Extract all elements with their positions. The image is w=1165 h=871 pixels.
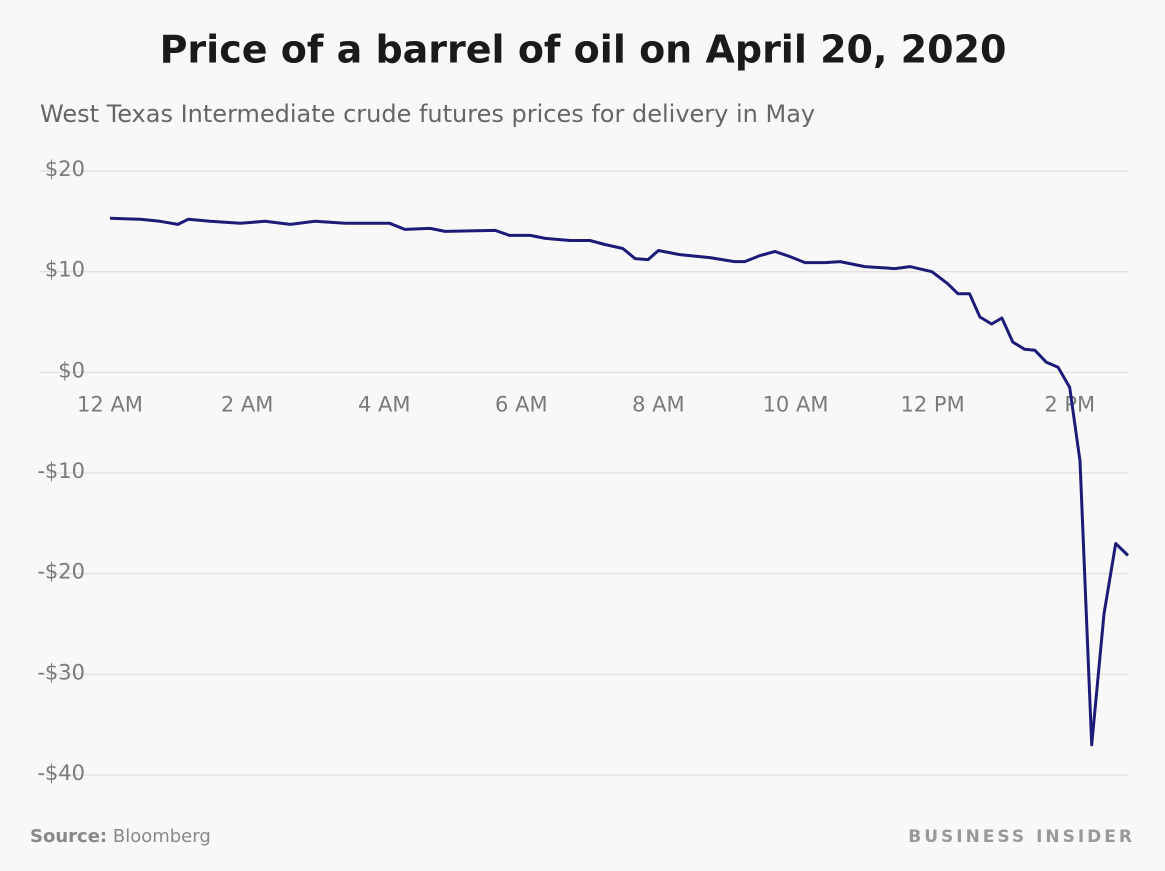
x-tick-label: 12 AM xyxy=(77,392,143,416)
source-label: Source: xyxy=(30,826,107,847)
source: Source: Bloomberg xyxy=(30,826,211,847)
y-tick-label: -$30 xyxy=(37,660,85,684)
x-tick-label: 6 AM xyxy=(495,392,548,416)
chart-title: Price of a barrel of oil on April 20, 20… xyxy=(160,28,1007,72)
source-text: Bloomberg xyxy=(113,826,211,847)
x-tick-label: 10 AM xyxy=(763,392,829,416)
y-tick-label: $20 xyxy=(45,157,85,181)
x-tick-label: 2 AM xyxy=(221,392,274,416)
line-series xyxy=(109,216,1130,747)
x-tick-label: 4 AM xyxy=(358,392,411,416)
y-tick-label: -$20 xyxy=(37,560,85,584)
brand: BUSINESS INSIDER xyxy=(908,827,1135,847)
x-tick-label: 8 AM xyxy=(632,392,685,416)
y-tick-label: $10 xyxy=(45,258,85,282)
y-tick-label: -$10 xyxy=(37,459,85,483)
x-tick-label: 12 PM xyxy=(901,392,965,416)
chart-subtitle: West Texas Intermediate crude futures pr… xyxy=(40,100,815,128)
y-tick-label: $0 xyxy=(58,358,85,382)
y-tick-label: -$40 xyxy=(37,761,85,785)
